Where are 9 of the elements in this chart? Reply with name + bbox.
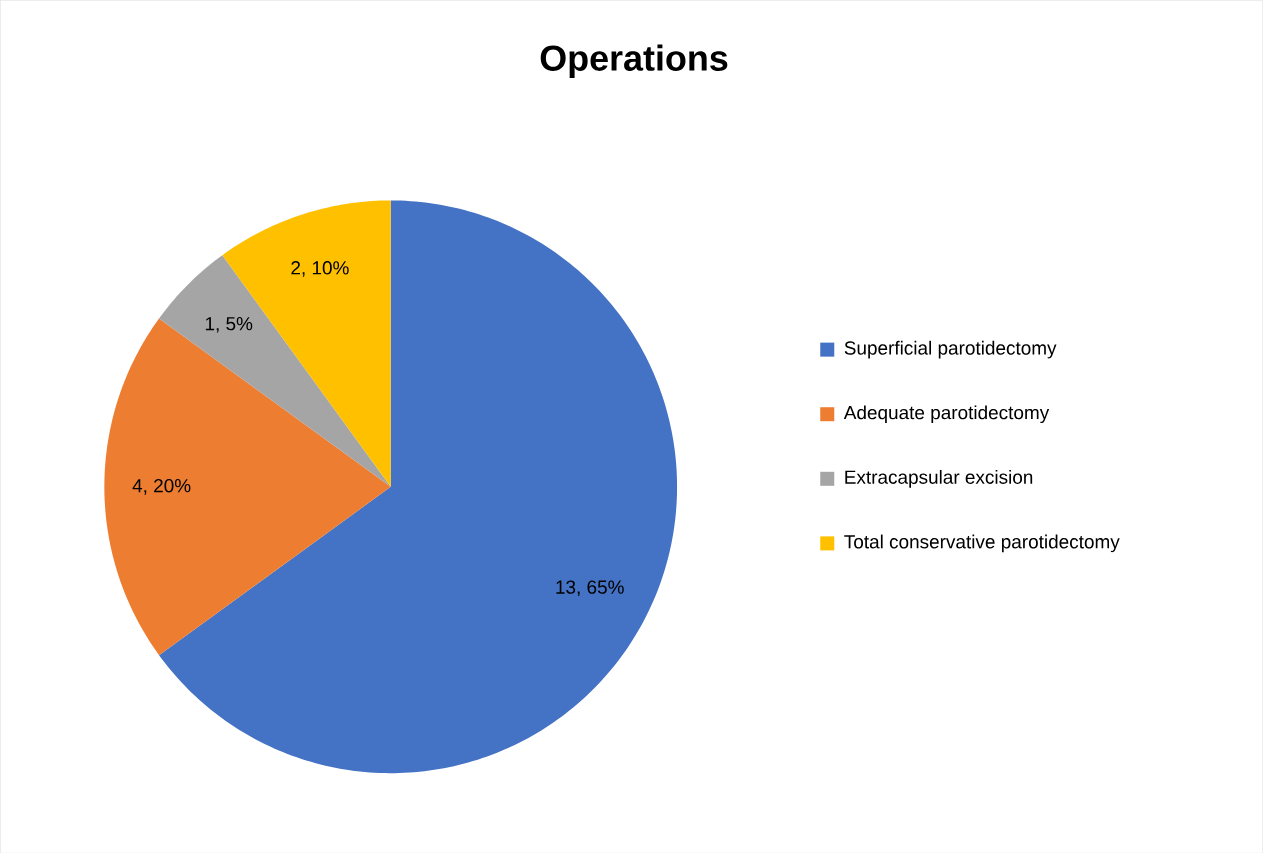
legend-label: Adequate parotidectomy bbox=[843, 405, 1050, 423]
chart-title: Operations bbox=[540, 44, 728, 78]
data-label: 2, 10% bbox=[291, 260, 349, 277]
legend-label: Superficial parotidectomy bbox=[844, 340, 1057, 359]
legend-label: Extracapsular excision bbox=[845, 469, 1033, 488]
legend-label: Total conservative parotidectomy bbox=[844, 534, 1120, 552]
data-label: 4, 20% bbox=[132, 478, 191, 495]
data-label: 1, 5% bbox=[205, 316, 253, 333]
data-label: 13, 65% bbox=[556, 580, 624, 596]
